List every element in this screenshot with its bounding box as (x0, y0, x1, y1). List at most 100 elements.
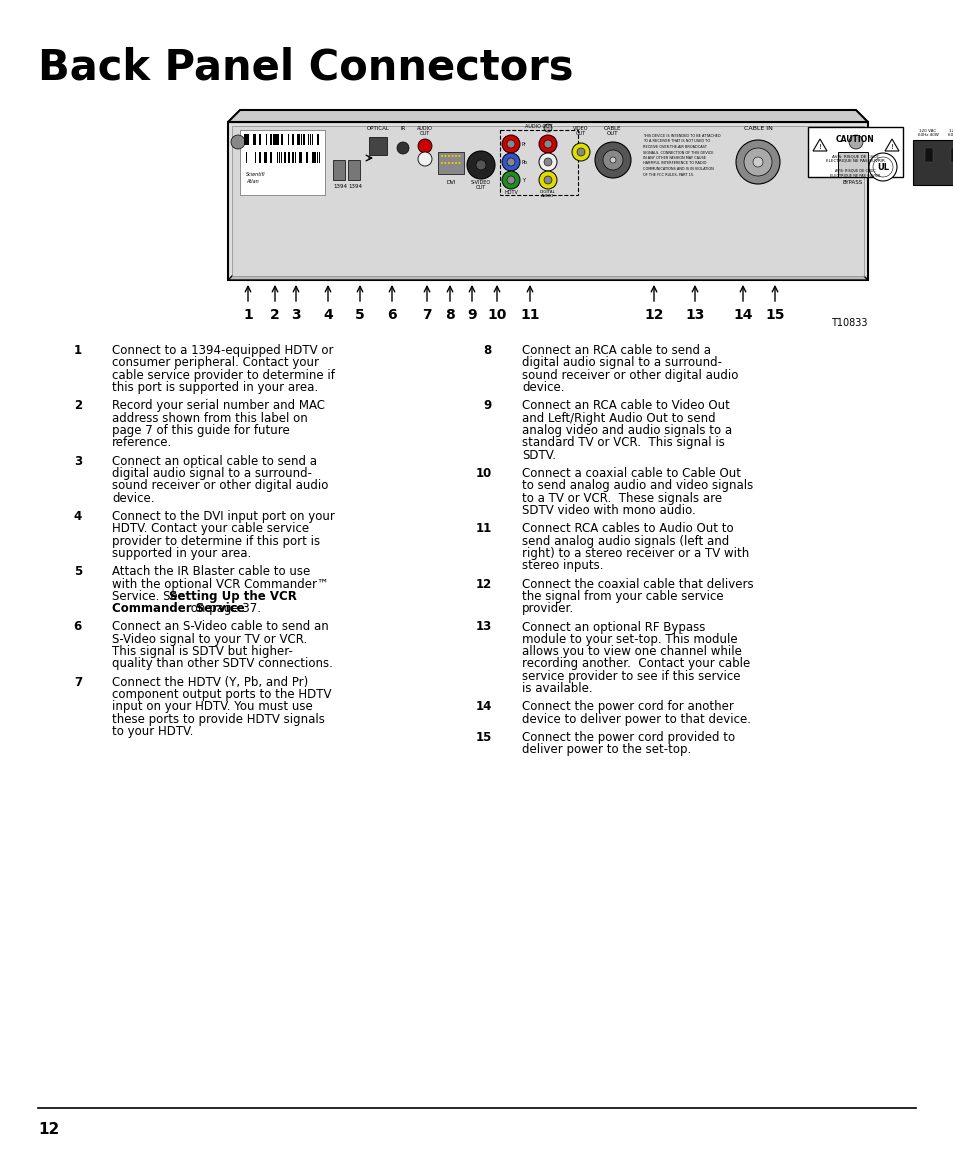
Bar (318, 152, 319, 163)
Bar (264, 152, 266, 163)
Text: 4: 4 (73, 510, 82, 523)
Text: component output ports to the HDTV: component output ports to the HDTV (112, 688, 331, 701)
Bar (276, 134, 278, 145)
Circle shape (417, 152, 432, 166)
Circle shape (872, 156, 892, 177)
Bar (259, 152, 261, 163)
Bar (253, 152, 254, 163)
Text: S-Video signal to your TV or VCR.: S-Video signal to your TV or VCR. (112, 633, 307, 646)
Bar (228, 122, 867, 280)
Text: stereo inputs.: stereo inputs. (521, 559, 603, 573)
Text: OUT: OUT (607, 131, 618, 136)
Bar (288, 152, 290, 163)
Bar (261, 134, 262, 145)
Circle shape (743, 148, 771, 176)
Polygon shape (228, 110, 867, 122)
Text: Record your serial number and MAC: Record your serial number and MAC (112, 400, 325, 413)
Circle shape (396, 143, 409, 154)
Bar (283, 152, 285, 163)
Text: 120 VAC: 120 VAC (919, 129, 936, 133)
Text: supported in your area.: supported in your area. (112, 547, 251, 560)
Text: 12: 12 (643, 308, 663, 322)
Bar (259, 134, 260, 145)
Text: Connect to a 1394-equipped HDTV or: Connect to a 1394-equipped HDTV or (112, 344, 334, 357)
Bar (274, 134, 276, 145)
Circle shape (602, 150, 622, 170)
Bar (270, 134, 273, 145)
Polygon shape (228, 268, 867, 280)
Text: Y: Y (521, 177, 524, 182)
Bar (232, 126, 863, 276)
Circle shape (752, 156, 762, 167)
Text: 60Hz 40W: 60Hz 40W (917, 133, 938, 137)
Text: 1: 1 (243, 308, 253, 322)
Text: 4: 4 (323, 308, 333, 322)
Bar (807, 127, 902, 177)
Bar (318, 134, 319, 145)
Text: OUT: OUT (576, 131, 585, 136)
Text: 15: 15 (764, 308, 784, 322)
Bar (305, 152, 307, 163)
Text: Atlan: Atlan (246, 178, 258, 184)
Text: the signal from your cable service: the signal from your cable service (521, 590, 723, 603)
Circle shape (476, 160, 485, 170)
Text: DVI: DVI (446, 180, 456, 185)
Text: 11: 11 (519, 308, 539, 322)
Bar (305, 134, 307, 145)
Bar (298, 152, 301, 163)
Text: Connect an optical cable to send a: Connect an optical cable to send a (112, 454, 316, 467)
Text: Connect to the DVI input port on your: Connect to the DVI input port on your (112, 510, 335, 523)
Text: 15: 15 (476, 731, 492, 744)
Circle shape (735, 140, 780, 184)
Bar (270, 152, 273, 163)
Text: page 7 of this guide for future: page 7 of this guide for future (112, 424, 290, 437)
Text: OUT: OUT (419, 131, 430, 136)
Bar (268, 152, 269, 163)
Circle shape (538, 153, 557, 172)
Text: Service. See: Service. See (112, 590, 189, 603)
Text: VIDEO: VIDEO (573, 126, 588, 131)
Circle shape (444, 155, 446, 156)
Circle shape (440, 155, 442, 156)
Text: right) to a stereo receiver or a TV with: right) to a stereo receiver or a TV with (521, 547, 748, 560)
Text: 14: 14 (733, 308, 752, 322)
Text: !: ! (818, 144, 821, 150)
Circle shape (506, 140, 515, 148)
Text: 9: 9 (483, 400, 492, 413)
Circle shape (543, 158, 552, 166)
Text: 2: 2 (73, 400, 82, 413)
Bar (253, 134, 254, 145)
Text: Setting Up the VCR: Setting Up the VCR (170, 590, 297, 603)
Text: 5: 5 (73, 566, 82, 578)
Circle shape (440, 162, 442, 165)
Circle shape (543, 176, 552, 184)
Text: sound receiver or other digital audio: sound receiver or other digital audio (521, 369, 738, 381)
Circle shape (543, 124, 552, 132)
Text: 5: 5 (355, 308, 364, 322)
Bar (273, 152, 274, 163)
Text: 9: 9 (467, 308, 476, 322)
Text: input on your HDTV. You must use: input on your HDTV. You must use (112, 700, 313, 714)
Bar (369, 137, 387, 155)
Bar (296, 152, 298, 163)
Bar (348, 160, 359, 180)
Text: 12: 12 (38, 1122, 59, 1137)
Circle shape (538, 172, 557, 189)
Text: 3: 3 (73, 454, 82, 467)
Text: provider.: provider. (521, 603, 574, 615)
Bar (312, 134, 314, 145)
Text: Connect the HDTV (Y, Pb, and Pr): Connect the HDTV (Y, Pb, and Pr) (112, 676, 308, 688)
Text: 12: 12 (476, 577, 492, 591)
Circle shape (543, 140, 552, 148)
Circle shape (458, 162, 460, 165)
Text: device to deliver power to that device.: device to deliver power to that device. (521, 713, 750, 726)
Bar (251, 134, 252, 145)
Circle shape (417, 139, 432, 153)
Text: Pr: Pr (521, 141, 526, 146)
Circle shape (572, 143, 589, 161)
Bar (303, 134, 304, 145)
Text: reference.: reference. (112, 436, 172, 450)
Bar (333, 160, 345, 180)
Bar (308, 134, 309, 145)
Bar (288, 134, 289, 145)
